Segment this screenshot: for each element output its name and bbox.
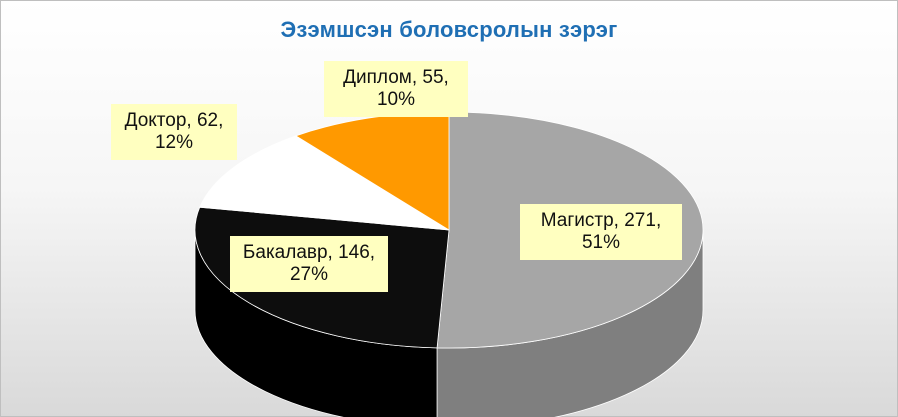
label-magistr-line2: 51%	[581, 232, 621, 253]
label-bakalavr: Бакалавр, 146, 27%	[230, 236, 388, 292]
label-diplom-line1: Диплом, 55,	[343, 67, 449, 88]
label-diplom: Диплом, 55, 10%	[324, 61, 468, 117]
label-bakalavr-line1: Бакалавр, 146,	[242, 242, 376, 263]
label-doktor-line2: 12%	[154, 132, 194, 153]
label-diplom-line2: 10%	[376, 89, 416, 110]
chart-title: Эзэмшсэн боловсролын зэрэг	[280, 17, 618, 42]
label-magistr: Магистр, 271, 51%	[520, 204, 682, 260]
label-doktor: Доктор, 62, 12%	[111, 104, 237, 160]
label-doktor-line1: Доктор, 62,	[124, 110, 224, 131]
label-bakalavr-line2: 27%	[289, 264, 329, 285]
label-magistr-line1: Магистр, 271,	[540, 210, 662, 231]
pie-slice-Доктор	[199, 135, 450, 231]
